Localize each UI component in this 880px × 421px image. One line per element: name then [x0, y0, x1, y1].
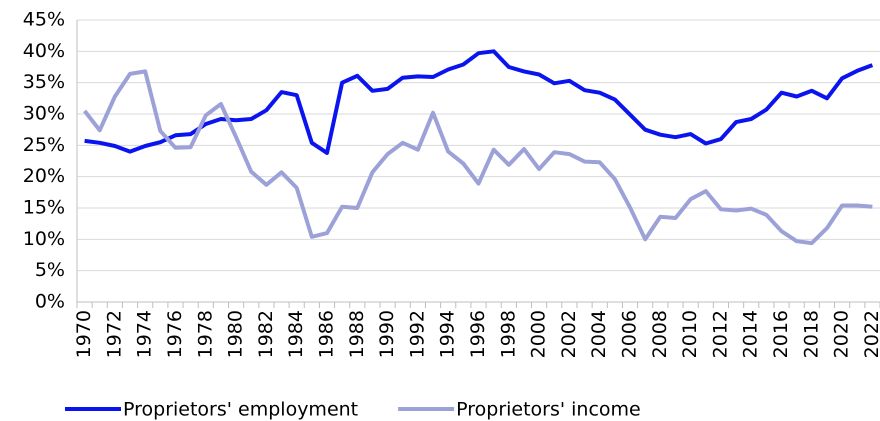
x-tick-label: 1990	[376, 310, 398, 358]
legend-label: Proprietors' employment	[123, 399, 358, 421]
y-tick-label: 45%	[23, 9, 65, 31]
x-tick-label: 2010	[679, 310, 701, 358]
x-tick-label: 2004	[588, 310, 610, 358]
x-tick-label: 1988	[346, 310, 368, 358]
x-tick-label: 2000	[528, 310, 550, 358]
x-tick-label: 2014	[740, 310, 762, 358]
y-tick-label: 10%	[23, 228, 65, 250]
x-tick-label: 2006	[619, 310, 641, 358]
x-tick-label: 1996	[467, 310, 489, 358]
x-tick-label: 1998	[497, 310, 519, 358]
x-tick-label: 2012	[709, 310, 731, 358]
y-tick-label: 30%	[23, 103, 65, 125]
x-tick-label: 2008	[649, 310, 671, 358]
y-tick-label: 35%	[23, 71, 65, 93]
x-tick-label: 1976	[164, 310, 186, 358]
x-tick-label: 2022	[861, 310, 880, 358]
y-tick-label: 20%	[23, 165, 65, 187]
x-tick-label: 1978	[194, 310, 216, 358]
x-tick-label: 1986	[315, 310, 337, 358]
legend-label: Proprietors' income	[456, 399, 641, 421]
x-tick-label: 2002	[558, 310, 580, 358]
x-tick-label: 1984	[285, 310, 307, 358]
x-tick-label: 1982	[255, 310, 277, 358]
x-tick-label: 1970	[73, 310, 95, 358]
x-tick-label: 1974	[134, 310, 156, 358]
y-tick-label: 5%	[35, 259, 65, 281]
y-tick-label: 15%	[23, 197, 65, 219]
x-tick-label: 2018	[800, 310, 822, 358]
series-line	[83, 69, 873, 246]
y-tick-label: 25%	[23, 134, 65, 156]
series-line	[84, 49, 874, 155]
y-tick-label: 0%	[35, 291, 65, 313]
x-tick-label: 2020	[831, 310, 853, 358]
x-tick-label: 1992	[406, 310, 428, 358]
x-tick-label: 1980	[225, 310, 247, 358]
x-tick-label: 1972	[103, 310, 125, 358]
y-tick-label: 40%	[23, 40, 65, 62]
x-tick-label: 1994	[437, 310, 459, 358]
x-tick-label: 2016	[770, 310, 792, 358]
